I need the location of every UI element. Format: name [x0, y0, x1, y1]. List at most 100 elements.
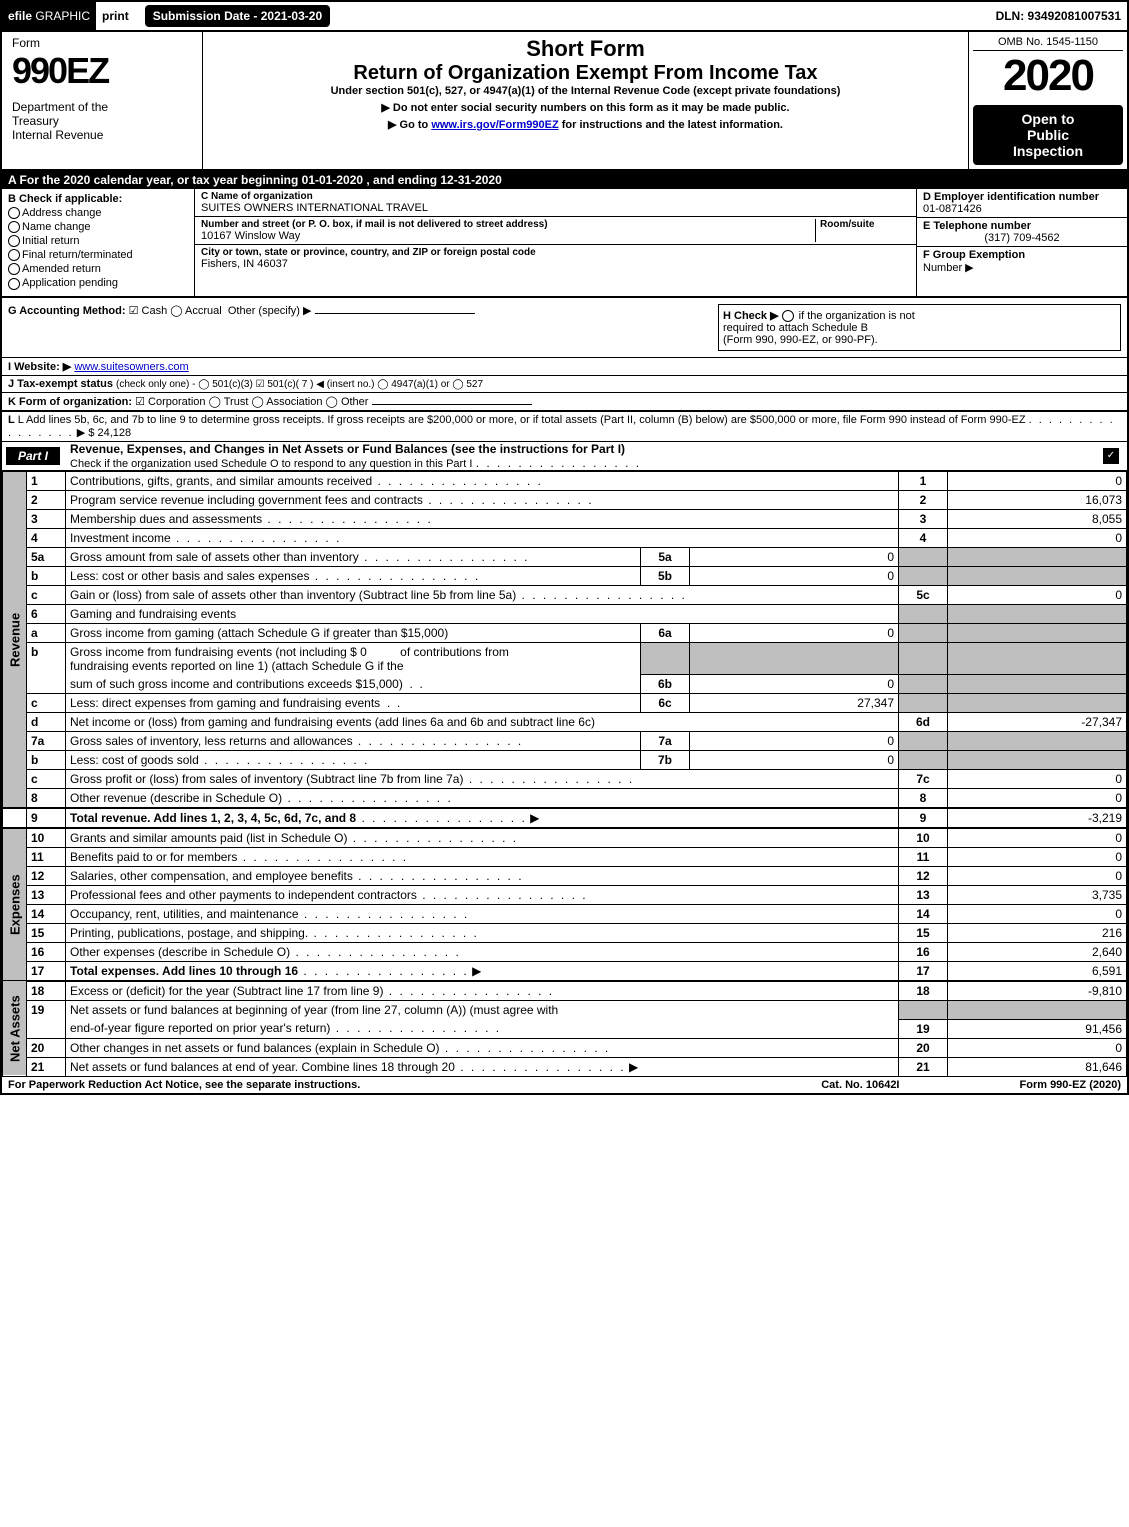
section-b-title: B Check if applicable:	[8, 193, 188, 205]
irs-link[interactable]: www.irs.gov/Form990EZ	[431, 119, 558, 131]
header-row: Form 990EZ Department of the Treasury In…	[2, 32, 1127, 171]
l5c-desc: Gain or (loss) from sale of assets other…	[70, 588, 516, 602]
line-9: 9 Total revenue. Add lines 1, 2, 3, 4, 5…	[3, 808, 1127, 828]
l9-val: -3,219	[948, 808, 1127, 828]
title-box: Short Form Return of Organization Exempt…	[203, 32, 968, 169]
room-label: Room/suite	[820, 219, 910, 230]
l1-val: 0	[948, 471, 1127, 490]
line-13: 13 Professional fees and other payments …	[3, 886, 1127, 905]
section-h: H Check ▶ if the organization is not req…	[718, 304, 1121, 351]
top-bar: efile GRAPHIC print Submission Date - 20…	[2, 2, 1127, 32]
section-j: J Tax-exempt status (check only one) - ◯…	[2, 376, 1127, 393]
schedule-o-checkbox[interactable]: ✓	[1103, 448, 1119, 464]
part-i-subtitle: Check if the organization used Schedule …	[64, 458, 472, 470]
check-initial[interactable]: Initial return	[8, 235, 188, 247]
form-label: Form	[12, 36, 192, 50]
form-page: efile GRAPHIC print Submission Date - 20…	[0, 0, 1129, 1095]
accounting-label: G Accounting Method:	[8, 305, 126, 317]
l7c-desc: Gross profit or (loss) from sales of inv…	[70, 772, 463, 786]
year-box: OMB No. 1545-1150 2020 Open to Public In…	[968, 32, 1127, 169]
dln: DLN: 93492081007531	[990, 9, 1127, 23]
h-checkbox[interactable]	[782, 310, 794, 322]
l6b-desc4: sum of such gross income and contributio…	[70, 677, 403, 691]
accounting-cash[interactable]: Cash	[142, 305, 168, 317]
check-amended[interactable]: Amended return	[8, 263, 188, 275]
l16-val: 2,640	[948, 943, 1127, 962]
section-i: I Website: ▶ www.suitesowners.com	[2, 358, 1127, 376]
l5c-val: 0	[948, 585, 1127, 604]
line-6b: b Gross income from fundraising events (…	[3, 642, 1127, 675]
line-19b: end-of-year figure reported on prior yea…	[3, 1019, 1127, 1038]
check-address[interactable]: Address change	[8, 207, 188, 219]
l5b-desc: Less: cost or other basis and sales expe…	[70, 569, 309, 583]
k-assoc[interactable]: Association	[266, 396, 322, 408]
section-k: K Form of organization: ☑ Corporation ◯ …	[2, 393, 1127, 412]
accounting-other[interactable]: Other (specify) ▶	[228, 305, 312, 317]
l3-desc: Membership dues and assessments	[70, 512, 262, 526]
l6b-val: 0	[690, 675, 899, 694]
part-i-title: Revenue, Expenses, and Changes in Net As…	[64, 442, 641, 470]
l12-val: 0	[948, 867, 1127, 886]
line-20: 20 Other changes in net assets or fund b…	[3, 1038, 1127, 1057]
l11-val: 0	[948, 848, 1127, 867]
group-label: F Group Exemption	[923, 249, 1025, 261]
info-block: B Check if applicable: Address change Na…	[2, 189, 1127, 298]
l6a-val: 0	[690, 623, 899, 642]
l6a-desc: Gross income from gaming (attach Schedul…	[70, 626, 448, 640]
k-trust[interactable]: Trust	[224, 396, 249, 408]
line-12: 12 Salaries, other compensation, and emp…	[3, 867, 1127, 886]
l8-val: 0	[948, 789, 1127, 809]
website-link[interactable]: www.suitesowners.com	[74, 361, 188, 373]
l-text: L Add lines 5b, 6c, and 7b to line 9 to …	[18, 414, 1026, 426]
l5b-val: 0	[690, 566, 899, 585]
line-5b: b Less: cost or other basis and sales ex…	[3, 566, 1127, 585]
efile-label: efile GRAPHIC	[2, 2, 96, 30]
city-row: City or town, state or province, country…	[195, 245, 916, 272]
l4-val: 0	[948, 528, 1127, 547]
revenue-sidelabel: Revenue	[3, 471, 27, 808]
print-link[interactable]: print	[96, 9, 135, 23]
l18-val: -9,810	[948, 981, 1127, 1001]
gh-block: G Accounting Method: ☑ Cash ◯ Accrual Ot…	[2, 298, 1127, 358]
check-pending[interactable]: Application pending	[8, 277, 188, 289]
omb: OMB No. 1545-1150	[973, 36, 1123, 51]
h-text1: H Check ▶	[723, 310, 782, 322]
line-6a: a Gross income from gaming (attach Sched…	[3, 623, 1127, 642]
check-name[interactable]: Name change	[8, 221, 188, 233]
l2-desc: Program service revenue including govern…	[70, 493, 423, 507]
l13-desc: Professional fees and other payments to …	[70, 888, 417, 902]
line-8: 8 Other revenue (describe in Schedule O)…	[3, 789, 1127, 809]
section-l: L L Add lines 5b, 6c, and 7b to line 9 t…	[2, 412, 1127, 442]
line-7a: 7a Gross sales of inventory, less return…	[3, 732, 1127, 751]
check-final[interactable]: Final return/terminated	[8, 249, 188, 261]
line-7c: c Gross profit or (loss) from sales of i…	[3, 770, 1127, 789]
accounting-accrual[interactable]: Accrual	[185, 305, 222, 317]
line-17: 17 Total expenses. Add lines 10 through …	[3, 962, 1127, 982]
k-other[interactable]: Other	[341, 396, 369, 408]
line-10: Expenses 10 Grants and similar amounts p…	[3, 828, 1127, 848]
line-4: 4 Investment income 4 0	[3, 528, 1127, 547]
expenses-sidelabel: Expenses	[3, 828, 27, 981]
line-15: 15 Printing, publications, postage, and …	[3, 924, 1127, 943]
l6b-desc1: Gross income from fundraising events (no…	[70, 645, 367, 659]
phone-label: E Telephone number	[923, 220, 1121, 232]
part-i-label: Part I	[6, 447, 60, 465]
k-corp[interactable]: Corporation	[148, 396, 205, 408]
netassets-sidelabel: Net Assets	[3, 981, 27, 1076]
l11-desc: Benefits paid to or for members	[70, 850, 237, 864]
form-number: 990EZ	[12, 50, 192, 92]
goto-pre: ▶ Go to	[388, 119, 431, 131]
tax-exempt-detail: (check only one) - ◯ 501(c)(3) ☑ 501(c)(…	[116, 379, 483, 390]
graphic-text: GRAPHIC	[35, 9, 90, 23]
section-f: F Group Exemption Number ▶	[917, 247, 1127, 276]
l8-desc: Other revenue (describe in Schedule O)	[70, 791, 282, 805]
org-name-value: SUITES OWNERS INTERNATIONAL TRAVEL	[201, 202, 910, 214]
l13-val: 3,735	[948, 886, 1127, 905]
addr-row: Number and street (or P. O. box, if mail…	[195, 217, 916, 245]
form-box: Form 990EZ Department of the Treasury In…	[2, 32, 203, 169]
city-value: Fishers, IN 46037	[201, 258, 910, 270]
l2-val: 16,073	[948, 490, 1127, 509]
l19-desc2: end-of-year figure reported on prior yea…	[70, 1021, 330, 1035]
l7c-val: 0	[948, 770, 1127, 789]
h-text2: if the organization is not	[799, 310, 915, 322]
